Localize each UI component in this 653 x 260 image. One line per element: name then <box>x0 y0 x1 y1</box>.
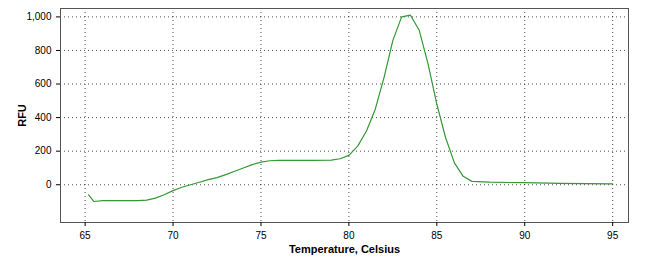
svg-text:85: 85 <box>431 230 443 241</box>
svg-text:RFU: RFU <box>16 104 28 127</box>
svg-text:70: 70 <box>167 230 179 241</box>
svg-text:1,000: 1,000 <box>26 11 51 22</box>
svg-text:600: 600 <box>35 78 52 89</box>
svg-text:95: 95 <box>607 230 619 241</box>
svg-text:90: 90 <box>519 230 531 241</box>
svg-text:400: 400 <box>35 112 52 123</box>
svg-text:200: 200 <box>35 145 52 156</box>
svg-text:800: 800 <box>35 45 52 56</box>
svg-text:80: 80 <box>343 230 355 241</box>
svg-text:75: 75 <box>255 230 267 241</box>
svg-text:Temperature, Celsius: Temperature, Celsius <box>289 243 400 255</box>
svg-text:0: 0 <box>46 179 52 190</box>
svg-text:65: 65 <box>80 230 92 241</box>
